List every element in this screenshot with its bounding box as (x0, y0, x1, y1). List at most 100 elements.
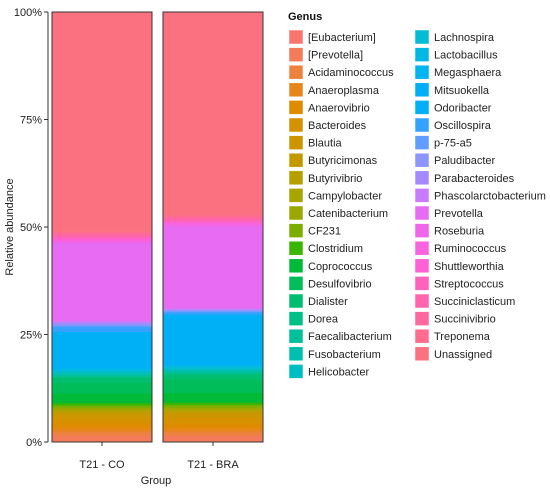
legend-label: Succinivibrio (434, 314, 496, 326)
legend-swatch (414, 100, 430, 115)
legend-label: Anaeroplasma (308, 85, 380, 97)
legend-swatch (288, 29, 304, 45)
legend-label: Treponema (434, 331, 491, 343)
bar-segment-0-21 (52, 368, 152, 371)
bar-segment-1-18 (163, 370, 263, 372)
bar-segment-0-16 (52, 376, 152, 378)
legend-group: [Eubacterium] [Prevotella] Acidaminococcus… (288, 29, 546, 379)
y-tick-label: 75% (20, 115, 42, 127)
bar-segment-1-16 (163, 372, 263, 375)
legend-swatch (288, 205, 304, 221)
bar-segment-0-15 (52, 377, 152, 383)
legend-label: Roseburia (434, 226, 485, 238)
legend-label: Dialister (308, 296, 348, 308)
legend-swatch (414, 205, 430, 221)
legend-swatch (414, 170, 430, 186)
y-tick-label: 50% (20, 222, 42, 234)
bars-group (51, 11, 264, 443)
bar-segment-1-23 (163, 362, 263, 365)
bar-segment-1-34 (163, 220, 263, 222)
bar-segment-1-24 (163, 314, 263, 364)
legend-label: Parabacteroides (434, 173, 515, 185)
bar-segment-1-33 (163, 221, 263, 224)
legend-swatch (288, 328, 304, 344)
bar-segment-0-1 (52, 435, 152, 442)
x-ticks-group: T21 - CO T21 - BRA (79, 442, 239, 471)
legend-label: [Eubacterium] (308, 32, 376, 44)
x-tick-label: T21 - BRA (187, 459, 239, 471)
bar-segment-1-3 (163, 427, 263, 432)
legend-label: Clostridium (308, 243, 363, 255)
bar-segment-1-22 (163, 364, 263, 366)
bar-segment-1-15 (163, 374, 263, 380)
bar-segment-0-28 (52, 322, 152, 325)
bar-segment-0-7 (52, 412, 152, 415)
legend-swatch (288, 47, 304, 62)
legend-title: Genus (288, 11, 322, 23)
legend-label: Helicobacter (308, 366, 369, 378)
legend-label: [Prevotella] (308, 50, 363, 62)
bar-segment-0-23 (52, 365, 152, 368)
legend-swatch (414, 64, 430, 80)
bar-segment-1-13 (163, 392, 263, 403)
bar-segment-1-19 (163, 368, 263, 371)
bar-segment-1-38 (163, 12, 263, 216)
bar-segment-0-35 (52, 235, 152, 238)
legend-swatch (288, 276, 304, 291)
legend-swatch (288, 117, 304, 133)
bar-segment-0-14 (52, 382, 152, 394)
bar-segment-0-31 (52, 241, 152, 244)
legend-label: Mitsuokella (434, 85, 490, 97)
bar-segment-1-37 (163, 214, 263, 218)
bar-segment-1-4 (163, 423, 263, 429)
legend-swatch (414, 82, 430, 98)
bar-segment-1-35 (163, 218, 263, 221)
bar-segment-0-6 (52, 414, 152, 419)
bar-segment-0-9 (52, 409, 152, 412)
legend-label: Ruminococcus (434, 243, 507, 255)
legend-label: Shuttleworthia (434, 261, 505, 273)
y-tick-label: 100% (14, 7, 42, 19)
legend-swatch (288, 100, 304, 115)
bar-segment-0-32 (52, 239, 152, 242)
legend-swatch (288, 188, 304, 203)
bar-segment-0-34 (52, 237, 152, 239)
legend-swatch (288, 311, 304, 326)
legend-swatch (414, 117, 430, 133)
bar-segment-1-2 (163, 431, 263, 436)
legend-swatch (288, 293, 304, 309)
legend-label: Dorea (308, 314, 339, 326)
bar-segment-0-37 (52, 231, 152, 234)
bar-segment-0-36 (52, 233, 152, 236)
legend-label: Catenibacterium (308, 208, 388, 220)
bar-segment-1-8 (163, 410, 263, 412)
bar-segment-1-25 (163, 312, 263, 315)
bar-segment-1-17 (163, 371, 263, 374)
legend-swatch (414, 311, 430, 326)
legend-label: Prevotella (434, 208, 484, 220)
legend-label: Coprococcus (308, 261, 373, 273)
legend-swatch (414, 328, 430, 344)
bar-segment-0-18 (52, 373, 152, 375)
bar-segment-0-29 (52, 320, 152, 323)
bar-segment-1-11 (163, 404, 263, 408)
y-tick-label: 0% (26, 437, 42, 449)
legend-swatch (288, 258, 304, 274)
legend-swatch (414, 47, 430, 62)
legend-label: Unassigned (434, 349, 492, 361)
bar-segment-1-32 (163, 223, 263, 225)
legend-label: CF231 (308, 226, 341, 238)
legend-label: Oscillospira (434, 120, 492, 132)
legend-label: Faecalibacterium (308, 331, 392, 343)
bar-segment-0-11 (52, 405, 152, 409)
bar-segment-0-12 (52, 402, 152, 406)
bar-segment-1-28 (163, 309, 263, 311)
legend-label: Phascolarctobacterium (434, 190, 546, 202)
legend-swatch (414, 223, 430, 238)
legend-swatch (288, 223, 304, 238)
bar-segment-1-12 (163, 402, 263, 406)
bar-segment-0-38 (52, 12, 152, 232)
legend-label: Odoribacter (434, 102, 492, 114)
bar-segment-1-21 (163, 365, 263, 368)
